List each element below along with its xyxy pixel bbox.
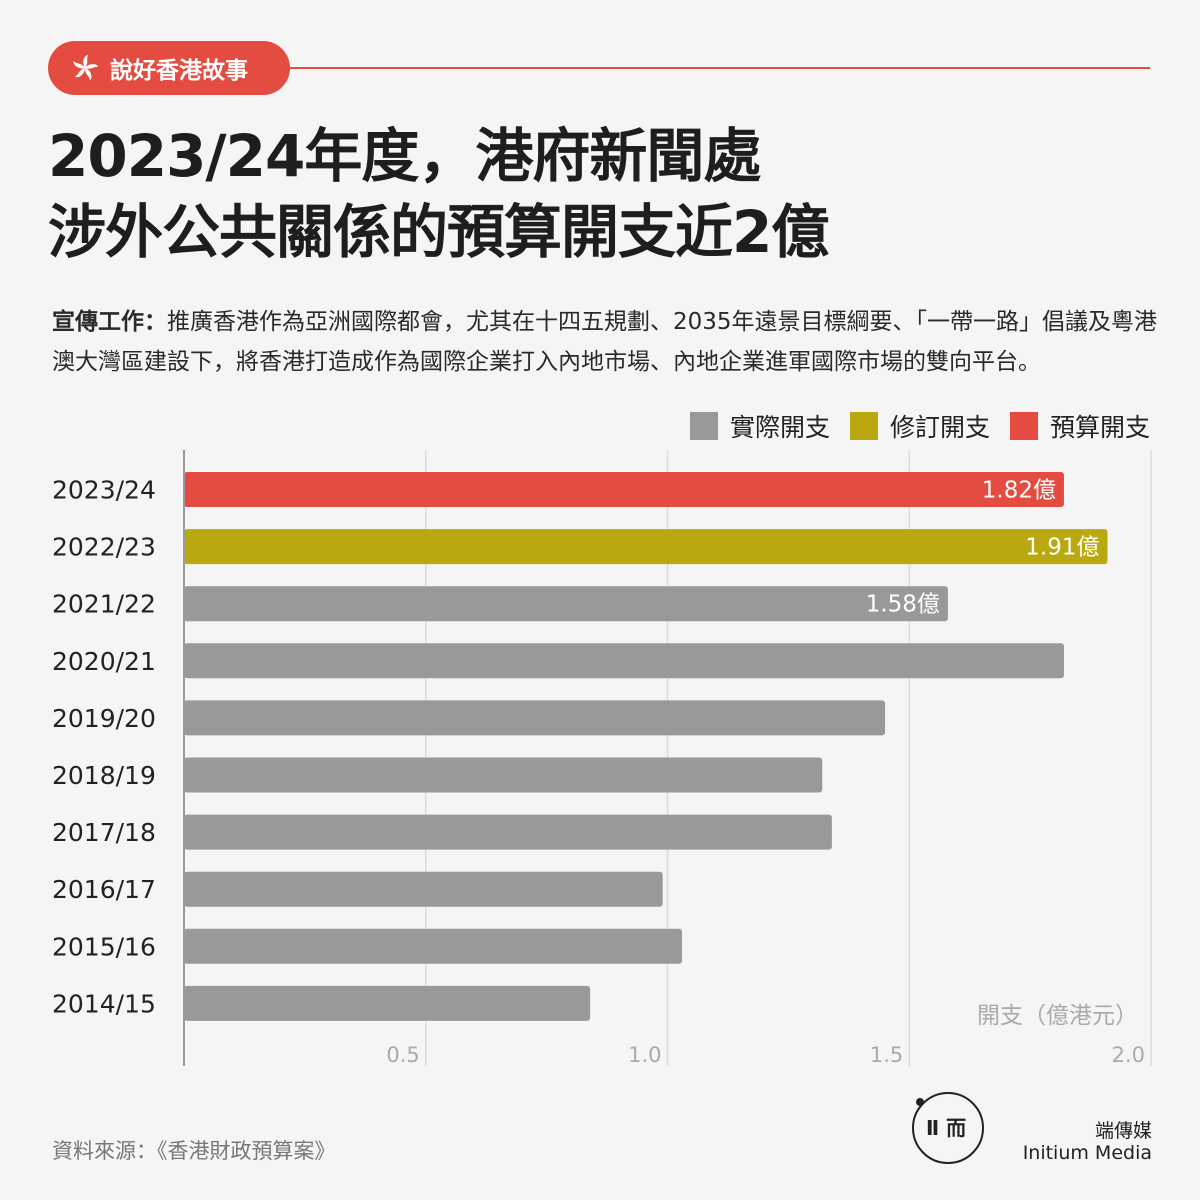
initium-logo: Ⅱ 而: [912, 1092, 984, 1164]
y-category-label: 2016/17: [52, 875, 156, 904]
logo-dot-icon: [916, 1098, 924, 1106]
bar: [184, 472, 1064, 507]
source-note: 資料來源：《香港財政預算案》: [52, 1139, 336, 1163]
category-tag-label: 說好香港故事: [110, 58, 248, 84]
y-category-label: 2014/15: [52, 989, 156, 1018]
description: 宣傳工作：推廣香港作為亞洲國際都會，尤其在十四五規劃、2035年遠景目標綱要、「…: [52, 302, 1162, 382]
title-line-2: 涉外公共關係的預算開支近2億: [48, 198, 829, 266]
brand-name-cn: 端傳媒: [1094, 1120, 1152, 1142]
bar: [184, 985, 591, 1021]
y-category-label: 2021/22: [52, 590, 156, 619]
legend-label-revised: 修訂開支: [889, 413, 990, 442]
bar: [184, 757, 823, 793]
legend-swatch-revised: [849, 412, 878, 440]
bar: [184, 586, 948, 622]
page-title: 2023/24年度，港府新聞處 涉外公共關係的預算開支近2億: [48, 118, 1158, 270]
legend-label-budget: 預算開支: [1049, 413, 1150, 442]
y-category-label: 2023/24: [52, 476, 156, 505]
y-category-label: 2017/18: [52, 818, 156, 847]
legend-label-actual: 實際開支: [729, 413, 830, 442]
x-tick-label: 0.5: [386, 1043, 419, 1067]
chart-legend: 實際開支 修訂開支 預算開支: [670, 408, 1150, 444]
bar: [184, 529, 1108, 565]
title-line-1: 2023/24年度，港府新聞處: [48, 122, 761, 190]
y-category-label: 2018/19: [52, 761, 156, 790]
legend-swatch-actual: [689, 412, 718, 440]
description-text: 推廣香港作為亞洲國際都會，尤其在十四五規劃、2035年遠景目標綱要、「一帶一路」…: [52, 309, 1158, 375]
category-tag: 說好香港故事: [48, 41, 290, 95]
x-axis-label: 開支（億港元）: [977, 1003, 1138, 1029]
bar: [184, 814, 832, 850]
bar-data-label: 1.91億: [1025, 535, 1099, 561]
x-tick-label: 1.5: [870, 1043, 903, 1067]
bauhinia-icon: [73, 55, 99, 81]
tag-divider: [290, 67, 1150, 69]
y-category-label: 2015/16: [52, 932, 156, 961]
legend-item-revised: 修訂開支: [849, 408, 990, 444]
x-tick-label: 1.0: [628, 1043, 661, 1067]
brand-block: Ⅱ 而 端傳媒 Initium Media: [912, 1092, 1152, 1172]
y-category-label: 2022/23: [52, 533, 156, 562]
bar-data-label: 1.82億: [982, 478, 1056, 504]
bar-data-label: 1.58億: [866, 592, 940, 618]
y-category-label: 2019/20: [52, 704, 156, 733]
logo-glyph: Ⅱ 而: [926, 1116, 967, 1140]
bar: [184, 643, 1064, 679]
y-category-label: 2020/21: [52, 647, 156, 676]
x-tick-label: 2.0: [1112, 1043, 1145, 1067]
bar: [184, 700, 886, 736]
bar: [184, 871, 663, 907]
legend-item-actual: 實際開支: [689, 408, 830, 444]
brand-name-en: Initium Media: [1022, 1142, 1152, 1164]
legend-item-budget: 預算開支: [1009, 408, 1150, 444]
description-label: 宣傳工作：: [52, 309, 167, 335]
bar: [184, 928, 683, 964]
legend-swatch-budget: [1009, 412, 1038, 440]
